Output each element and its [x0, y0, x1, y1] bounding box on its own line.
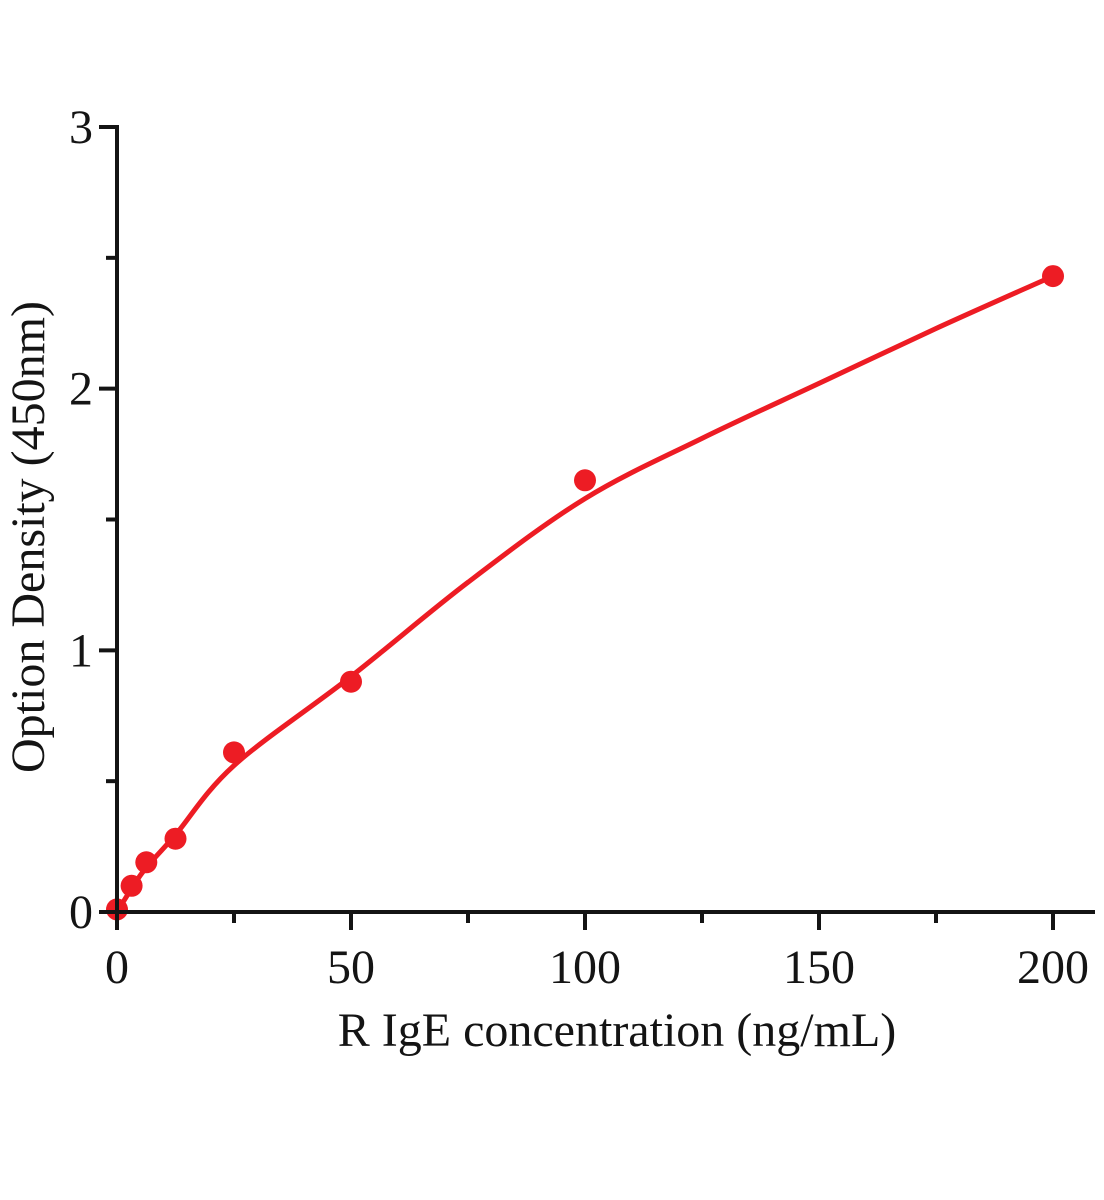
data-point: [223, 741, 245, 764]
y-tick-label: 1: [69, 624, 93, 677]
fit-curve-group: [114, 273, 1056, 915]
data-point: [135, 851, 158, 874]
ticks-group: [99, 125, 1055, 930]
x-tick-label: 150: [783, 941, 855, 994]
fit-curve: [114, 273, 1056, 915]
data-point: [120, 874, 143, 897]
axes-group: [115, 125, 1095, 914]
data-point: [1042, 265, 1064, 288]
data-point: [574, 469, 596, 492]
data-point: [164, 827, 187, 850]
x-tick-label: 200: [1017, 941, 1089, 994]
y-axis-title: Option Density (450nm): [2, 301, 55, 773]
x-tick-label: 0: [105, 941, 129, 994]
x-tick-label: 100: [549, 941, 621, 994]
x-tick-label: 50: [327, 941, 375, 994]
tick-labels-group: 0 50 100 150 200 0 1 2 3: [69, 101, 1089, 994]
y-tick-label: 3: [69, 101, 93, 154]
y-tick-label: 2: [69, 363, 93, 416]
x-axis-title: R IgE concentration (ng/mL): [338, 1004, 897, 1057]
data-points-group: [106, 265, 1064, 921]
y-tick-label: 0: [69, 886, 93, 939]
data-point: [340, 670, 362, 693]
